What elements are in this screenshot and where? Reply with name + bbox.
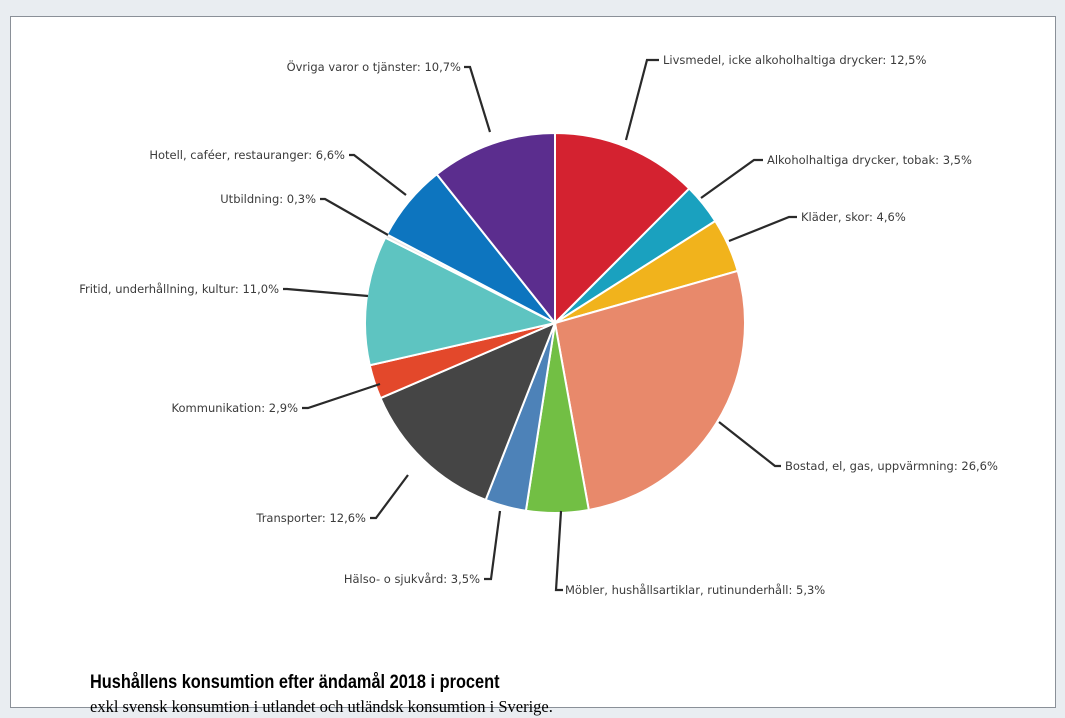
chart-title: Hushållens konsumtion efter ändamål 2018… bbox=[90, 672, 500, 693]
chart-frame: Livsmedel, icke alkoholhaltiga drycker: … bbox=[10, 16, 1056, 716]
leader-line bbox=[370, 474, 409, 520]
leader-line bbox=[718, 421, 781, 468]
slice-label: Övriga varor o tjänster: 10,7% bbox=[287, 58, 461, 74]
leader-line bbox=[624, 58, 659, 141]
pie-chart: Livsmedel, icke alkoholhaltiga drycker: … bbox=[79, 53, 998, 597]
leader-line bbox=[283, 287, 369, 298]
slice-label: Kläder, skor: 4,6% bbox=[801, 210, 906, 224]
leader-line bbox=[728, 215, 797, 243]
leader-line bbox=[464, 65, 492, 133]
slice-label: Utbildning: 0,3% bbox=[220, 192, 316, 206]
chart-subtitle: exkl svensk konsumtion i utlandet och ut… bbox=[90, 697, 553, 716]
slice-label: Möbler, hushållsartiklar, rutinunderhåll… bbox=[565, 583, 825, 597]
slice-label: Bostad, el, gas, uppvärmning: 26,6% bbox=[785, 459, 998, 473]
pie-slice bbox=[554, 131, 691, 326]
pie-slice bbox=[363, 236, 558, 367]
slice-label: Hotell, caféer, restauranger: 6,6% bbox=[149, 148, 345, 162]
leader-line bbox=[554, 510, 563, 592]
slice-label: Fritid, underhållning, kultur: 11,0% bbox=[79, 282, 279, 296]
leader-line bbox=[302, 382, 381, 410]
pie-slice bbox=[379, 321, 557, 502]
slice-label: Livsmedel, icke alkoholhaltiga drycker: … bbox=[663, 53, 926, 67]
leader-line bbox=[700, 158, 763, 199]
leader-line bbox=[320, 197, 389, 236]
leader-line bbox=[484, 510, 502, 581]
slice-label: Transporter: 12,6% bbox=[255, 511, 366, 525]
pie-slice bbox=[435, 131, 556, 326]
leader-line bbox=[349, 153, 407, 196]
pie-slice bbox=[553, 269, 746, 512]
slice-label: Alkoholhaltiga drycker, tobak: 3,5% bbox=[767, 153, 972, 167]
slice-label: Hälso- o sjukvård: 3,5% bbox=[344, 572, 480, 586]
slice-label: Kommunikation: 2,9% bbox=[172, 401, 299, 415]
